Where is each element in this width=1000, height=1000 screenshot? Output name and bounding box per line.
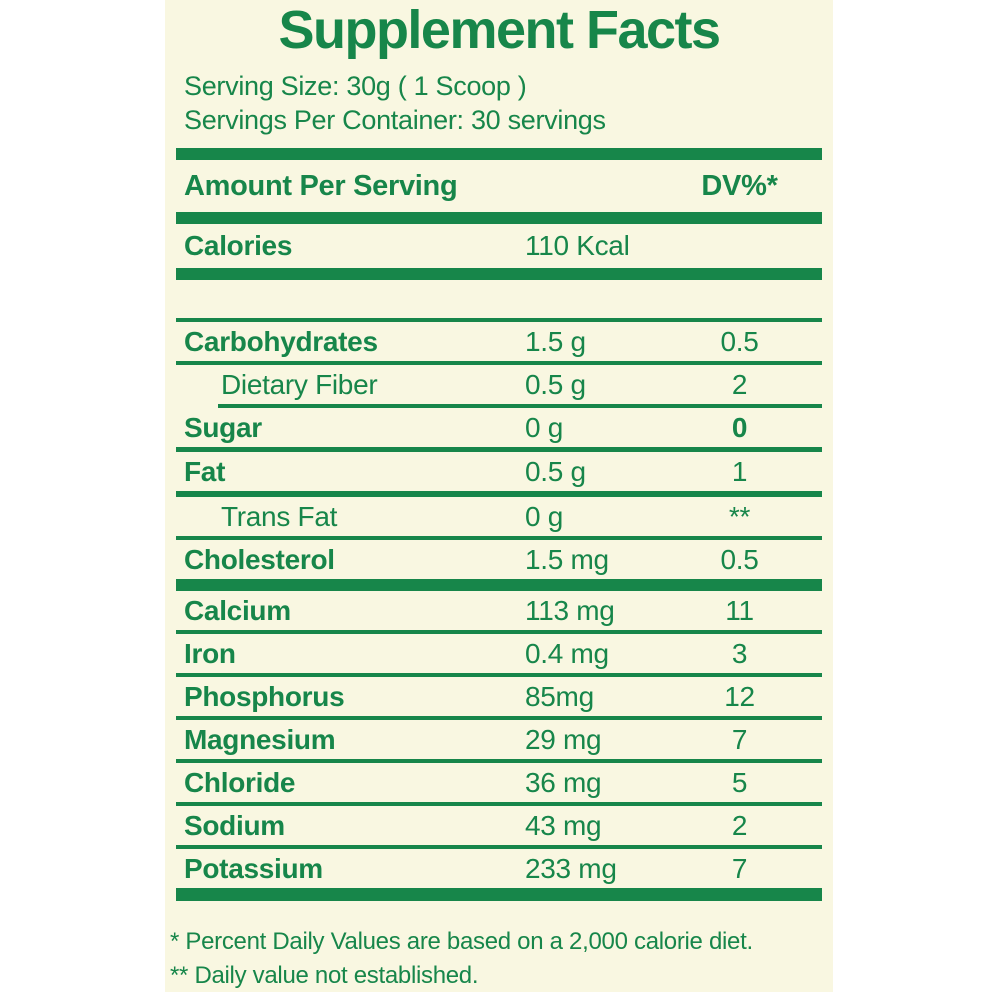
nutrient-amount: 1.5 g: [525, 325, 586, 357]
nutrient-row: Dietary Fiber 0.5 g 2: [176, 365, 822, 404]
supplement-facts-panel: Supplement Facts Serving Size: 30g ( 1 S…: [165, 0, 833, 992]
nutrient-name: Calcium: [184, 594, 291, 626]
calories-amount: 110 Kcal: [525, 230, 630, 261]
nutrient-name: Magnesium: [184, 723, 336, 755]
nutrient-row: Trans Fat 0 g **: [176, 497, 822, 536]
column-header-row: Amount Per Serving DV%*: [176, 160, 822, 212]
nutrient-name: Dietary Fiber: [221, 368, 378, 400]
nutrient-name: Cholesterol: [184, 543, 335, 575]
nutrient-amount: 113 mg: [525, 594, 615, 626]
dv-percent-header: DV%*: [701, 169, 778, 202]
row-separator: [176, 845, 822, 849]
nutrient-row: Calcium 113 mg 11: [176, 591, 822, 630]
row-separator: [176, 536, 822, 540]
nutrient-dv: 11: [725, 594, 754, 626]
row-separator: [176, 579, 822, 591]
spacer-gap: [176, 280, 822, 318]
calories-label: Calories: [184, 230, 293, 261]
nutrient-dv: 2: [731, 809, 748, 841]
divider-thick-top: [176, 148, 822, 160]
footnote-daily-values: * Percent Daily Values are based on a 2,…: [170, 928, 753, 955]
nutrient-amount: 36 mg: [525, 766, 602, 798]
row-separator: [176, 759, 822, 763]
nutrient-name: Chloride: [184, 766, 296, 798]
nutrient-dv: 1: [731, 455, 748, 487]
nutrient-amount: 29 mg: [525, 723, 602, 755]
nutrient-amount: 43 mg: [525, 809, 602, 841]
nutrient-amount: 0 g: [525, 500, 564, 532]
panel-title: Supplement Facts: [278, 0, 721, 60]
nutrient-dv: 3: [731, 637, 748, 669]
nutrient-dv: 0: [731, 411, 748, 443]
nutrient-amount: 1.5 mg: [525, 543, 609, 575]
row-separator: [176, 802, 822, 806]
nutrient-row: Sugar 0 g 0: [176, 408, 822, 447]
calories-row: Calories 110 Kcal: [176, 224, 822, 268]
nutrient-amount: 85mg: [525, 680, 594, 712]
title-block: Supplement Facts Serving Size: 30g ( 1 S…: [176, 0, 822, 148]
nutrient-name: Phosphorus: [184, 680, 345, 712]
footnotes: * Percent Daily Values are based on a 2,…: [170, 925, 822, 993]
nutrient-amount: 0.4 mg: [525, 637, 609, 669]
nutrient-dv: 2: [731, 368, 748, 400]
nutrient-row: Sodium 43 mg 2: [176, 806, 822, 845]
row-separator: [218, 404, 822, 408]
nutrient-dv: 12: [724, 680, 755, 712]
footnote-not-established: ** Daily value not established.: [170, 962, 479, 989]
row-separator: [176, 716, 822, 720]
amount-per-serving-header: Amount Per Serving: [184, 169, 458, 202]
nutrient-name: Trans Fat: [221, 500, 338, 532]
row-separator: [176, 491, 822, 497]
nutrient-row: Carbohydrates 1.5 g 0.5: [176, 322, 822, 361]
nutrient-dv: 0.5: [720, 543, 759, 575]
nutrient-name: Sodium: [184, 809, 285, 841]
nutrient-row: Fat 0.5 g 1: [176, 452, 822, 491]
nutrient-rows-container: Carbohydrates 1.5 g 0.5 Dietary Fiber 0.5 g 2…: [176, 322, 822, 888]
row-separator: [176, 673, 822, 677]
nutrient-name: Sugar: [184, 411, 262, 443]
nutrient-dv: **: [728, 500, 751, 532]
row-separator: [176, 361, 822, 365]
serving-size-text: Serving Size: 30g ( 1 Scoop ): [184, 71, 527, 102]
nutrient-amount: 0 g: [525, 411, 564, 443]
divider-thick-under-calories: [176, 268, 822, 280]
nutrient-row: Iron 0.4 mg 3: [176, 634, 822, 673]
nutrient-amount: 0.5 g: [525, 455, 586, 487]
nutrient-name: Potassium: [184, 852, 323, 884]
nutrient-row: Potassium 233 mg 7: [176, 849, 822, 888]
row-separator: [176, 630, 822, 634]
row-separator: [176, 318, 822, 322]
servings-per-container-text: Servings Per Container: 30 servings: [184, 104, 606, 135]
nutrient-name: Iron: [184, 637, 236, 669]
nutrient-amount: 233 mg: [525, 852, 617, 884]
nutrient-dv: 0.5: [720, 325, 759, 357]
nutrient-row: Cholesterol 1.5 mg 0.5: [176, 540, 822, 579]
nutrient-row: Chloride 36 mg 5: [176, 763, 822, 802]
divider-thick-under-header: [176, 212, 822, 224]
nutrient-name: Carbohydrates: [184, 325, 378, 357]
nutrient-name: Fat: [184, 455, 226, 487]
nutrient-amount: 0.5 g: [525, 368, 586, 400]
nutrient-row: Magnesium 29 mg 7: [176, 720, 822, 759]
nutrient-dv: 7: [731, 852, 748, 884]
row-separator: [176, 447, 822, 452]
nutrient-dv: 7: [731, 723, 748, 755]
nutrient-row: Phosphorus 85mg 12: [176, 677, 822, 716]
nutrient-dv: 5: [731, 766, 748, 798]
divider-thick-bottom: [176, 888, 822, 901]
